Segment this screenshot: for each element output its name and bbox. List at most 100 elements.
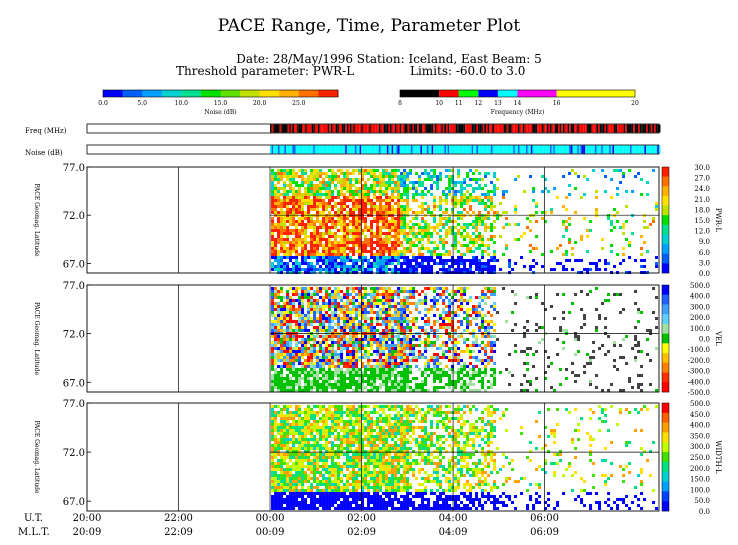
data-cell (385, 172, 389, 175)
data-cell (310, 296, 314, 299)
data-cell (337, 271, 341, 274)
data-cell (301, 317, 305, 320)
data-cell (394, 305, 398, 308)
data-cell (274, 447, 278, 450)
data-cell (484, 229, 488, 232)
data-cell (529, 244, 533, 247)
vel-cell (514, 302, 518, 305)
data-cell (427, 268, 431, 271)
data-cell (277, 217, 281, 220)
data-cell (418, 353, 422, 356)
data-cell (439, 335, 443, 338)
freq-scale-tick: 8 (398, 100, 402, 107)
data-cell (304, 241, 308, 244)
data-cell (301, 172, 305, 175)
data-cell (478, 247, 482, 250)
data-cell (328, 347, 332, 350)
data-cell (586, 178, 590, 181)
data-cell (349, 259, 353, 262)
vel-cell (613, 344, 617, 347)
data-cell (289, 172, 293, 175)
noise-strip-cell (337, 145, 339, 154)
data-cell (319, 359, 323, 362)
data-cell (349, 265, 353, 268)
data-cell (274, 344, 278, 347)
data-cell (325, 356, 329, 359)
data-cell (304, 329, 308, 332)
data-cell (451, 335, 455, 338)
data-cell (484, 193, 488, 196)
data-cell (379, 196, 383, 199)
data-cell (271, 480, 275, 483)
data-cell (328, 202, 332, 205)
data-cell (418, 238, 422, 241)
data-cell (289, 383, 293, 386)
data-cell (334, 178, 338, 181)
data-cell (406, 211, 410, 214)
data-cell (379, 374, 383, 377)
data-cell (475, 314, 479, 317)
data-cell (466, 235, 470, 238)
data-cell (334, 356, 338, 359)
data-cell (280, 344, 284, 347)
data-cell (301, 193, 305, 196)
data-cell (415, 356, 419, 359)
data-cell (475, 247, 479, 250)
freq-strip-cell (311, 124, 314, 133)
data-cell (388, 250, 392, 253)
data-cell (376, 241, 380, 244)
data-cell (475, 371, 479, 374)
data-cell (466, 323, 470, 326)
data-cell (382, 172, 386, 175)
freq-strip-cell (458, 124, 461, 133)
data-cell (280, 220, 284, 223)
data-cell (301, 169, 305, 172)
data-cell (322, 302, 326, 305)
data-cell (493, 374, 497, 377)
data-cell (406, 256, 410, 259)
data-cell (493, 350, 497, 353)
data-cell (406, 208, 410, 211)
data-cell (448, 311, 452, 314)
noise-strip-cell (468, 145, 471, 154)
data-cell (304, 190, 308, 193)
data-cell (304, 389, 308, 392)
data-cell (490, 386, 494, 389)
data-cell (463, 293, 467, 296)
freq-strip-cell (607, 124, 610, 133)
data-cell (424, 362, 428, 365)
data-cell (271, 232, 275, 235)
data-cell (319, 211, 323, 214)
data-cell (274, 353, 278, 356)
data-cell (391, 268, 395, 271)
data-cell (340, 296, 344, 299)
noise-strip-cell (302, 145, 304, 154)
data-cell (298, 356, 302, 359)
data-cell (394, 226, 398, 229)
freq-strip-cell (586, 124, 589, 133)
data-cell (397, 241, 401, 244)
data-cell (307, 386, 311, 389)
data-cell (280, 175, 284, 178)
param-name: PWR-L (714, 208, 722, 233)
data-cell (394, 350, 398, 353)
data-cell (454, 293, 458, 296)
data-cell (322, 353, 326, 356)
data-cell (421, 341, 425, 344)
data-cell (526, 217, 530, 220)
data-cell (646, 193, 650, 196)
data-cell (376, 265, 380, 268)
data-cell (274, 226, 278, 229)
data-cell (466, 244, 470, 247)
data-cell (469, 356, 473, 359)
vel-cell (634, 356, 638, 359)
data-cell (271, 432, 275, 435)
data-cell (367, 326, 371, 329)
noise-strip-cell (452, 145, 455, 154)
data-cell (322, 365, 326, 368)
data-cell (424, 368, 428, 371)
data-cell (271, 374, 275, 377)
data-cell (391, 290, 395, 293)
data-cell (340, 371, 344, 374)
data-cell (388, 226, 392, 229)
